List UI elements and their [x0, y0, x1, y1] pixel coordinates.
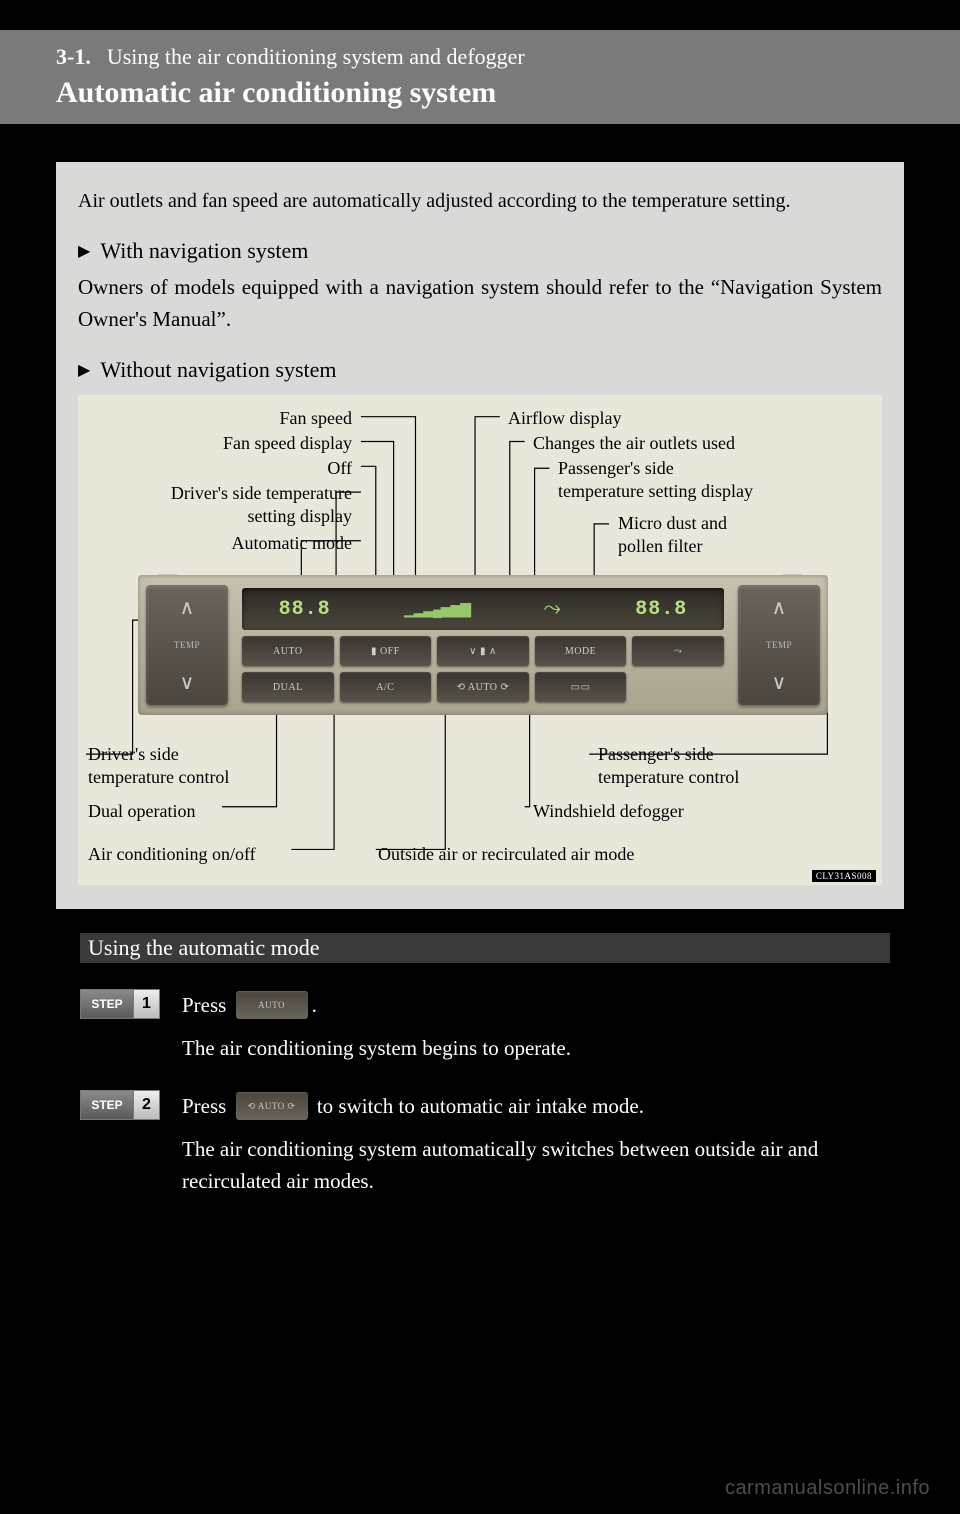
step-label: STEP	[80, 1090, 134, 1120]
bullet-label-2: Without navigation system	[100, 357, 336, 383]
step-1-text: Press AUTO. The air conditioning system …	[182, 989, 904, 1064]
label-driver-temp-ctrl: Driver's side temperature control	[88, 743, 229, 788]
inset-panel: Air outlets and fan speed are automatica…	[56, 162, 904, 909]
step1-post: .	[312, 993, 317, 1017]
off-button[interactable]: ▮ OFF	[340, 636, 432, 666]
step-1: STEP 1 Press AUTO. The air conditioning …	[80, 989, 904, 1064]
page: 3-1. Using the air conditioning system a…	[0, 30, 960, 1514]
section-title: Automatic air conditioning system	[56, 76, 904, 110]
below-section: Using the automatic mode STEP 1 Press AU…	[80, 933, 904, 1198]
air-intake-button[interactable]: ⟲ AUTO ⟳	[437, 672, 529, 702]
triangle-icon: ▶	[78, 360, 90, 380]
label-off: Off	[327, 457, 352, 480]
mode-heading: Using the automatic mode	[80, 933, 890, 963]
label-auto-mode: Automatic mode	[232, 532, 352, 555]
figure-code: CLY31AS008	[812, 870, 876, 882]
temp-label: TEMP	[174, 640, 200, 650]
label-windshield: Windshield defogger	[533, 800, 684, 823]
chevron-up-icon: ∧	[772, 595, 787, 620]
mode-button[interactable]: MODE	[535, 636, 627, 666]
button-row-1: AUTO ▮ OFF ∨ ▮ ∧ MODE ⤳	[242, 636, 724, 666]
label-fan-speed: Fan speed	[280, 407, 352, 430]
watermark: carmanualsonline.info	[725, 1477, 930, 1500]
label-passenger-temp-display: Passenger's side temperature setting dis…	[558, 457, 753, 502]
step2-pre: Press	[182, 1094, 226, 1118]
label-fan-speed-display: Fan speed display	[223, 432, 352, 455]
section-subtitle: Using the air conditioning system and de…	[107, 44, 525, 69]
label-changes-outlets: Changes the air outlets used	[533, 432, 735, 455]
defogger-button[interactable]: ▭▭	[535, 672, 627, 702]
section-line-1: 3-1. Using the air conditioning system a…	[56, 44, 904, 70]
step-label: STEP	[80, 989, 134, 1019]
chevron-down-icon: ∨	[180, 670, 195, 695]
label-ac-onoff: Air conditioning on/off	[88, 843, 256, 866]
step-badge-2: STEP 2	[80, 1090, 160, 1120]
ac-control-panel: ∧ TEMP ∨ 88.8 88.8 AUTO ▮ OFF ∨ ▮ ∧	[138, 575, 828, 715]
temp-label: TEMP	[766, 640, 792, 650]
step2-para2: The air conditioning system automaticall…	[182, 1137, 818, 1194]
step-2: STEP 2 Press ⟲ AUTO ⟳ to switch to autom…	[80, 1090, 904, 1198]
step-number-1: 1	[134, 989, 160, 1019]
section-header: 3-1. Using the air conditioning system a…	[0, 30, 960, 124]
section-number: 3-1.	[56, 44, 91, 69]
inline-air-intake-button: ⟲ AUTO ⟳	[236, 1092, 308, 1120]
panel-center: 88.8 88.8 AUTO ▮ OFF ∨ ▮ ∧ MODE ⤳ DUAL	[242, 588, 724, 702]
label-driver-temp-display: Driver's side temperature setting displa…	[171, 482, 352, 527]
lcd-left-temp: 88.8	[279, 598, 331, 621]
label-outside-air: Outside air or recirculated air mode	[378, 843, 634, 866]
step-number-2: 2	[134, 1090, 160, 1120]
lcd-right-temp: 88.8	[635, 598, 687, 621]
fan-bars-icon	[404, 598, 470, 621]
fan-speed-button[interactable]: ∨ ▮ ∧	[437, 636, 529, 666]
step-badge-1: STEP 1	[80, 989, 160, 1019]
step1-line2: The air conditioning system begins to op…	[182, 1036, 571, 1060]
step1-pre: Press	[182, 993, 226, 1017]
label-dual: Dual operation	[88, 800, 195, 823]
label-passenger-temp-ctrl: Passenger's side temperature control	[598, 743, 739, 788]
inline-auto-button: AUTO	[236, 991, 308, 1019]
owners-manual-text: Owners of models equipped with a navigat…	[78, 272, 882, 335]
ac-diagram: Fan speed Fan speed display Off Driver's…	[78, 395, 882, 885]
intro-text: Air outlets and fan speed are automatica…	[78, 186, 882, 216]
airflow-icon	[543, 597, 562, 622]
bullet-without-nav: ▶ Without navigation system	[78, 357, 882, 383]
passenger-temp-rocker[interactable]: ∧ TEMP ∨	[738, 585, 820, 705]
step2-post1: to switch to automatic air intake mode.	[312, 1094, 644, 1118]
pollen-filter-button[interactable]: ⤳	[632, 636, 724, 666]
button-row-2: DUAL A/C ⟲ AUTO ⟳ ▭▭	[242, 672, 724, 702]
chevron-down-icon: ∨	[772, 670, 787, 695]
auto-button[interactable]: AUTO	[242, 636, 334, 666]
bullet-label-1: With navigation system	[100, 238, 308, 264]
driver-temp-rocker[interactable]: ∧ TEMP ∨	[146, 585, 228, 705]
dual-button[interactable]: DUAL	[242, 672, 334, 702]
chevron-up-icon: ∧	[180, 595, 195, 620]
ac-button[interactable]: A/C	[340, 672, 432, 702]
step-2-text: Press ⟲ AUTO ⟳ to switch to automatic ai…	[182, 1090, 904, 1198]
bullet-with-nav: ▶ With navigation system	[78, 238, 882, 264]
lcd-display: 88.8 88.8	[242, 588, 724, 630]
label-airflow-display: Airflow display	[508, 407, 621, 430]
label-micro-dust: Micro dust and pollen filter	[618, 512, 727, 557]
triangle-icon: ▶	[78, 241, 90, 261]
